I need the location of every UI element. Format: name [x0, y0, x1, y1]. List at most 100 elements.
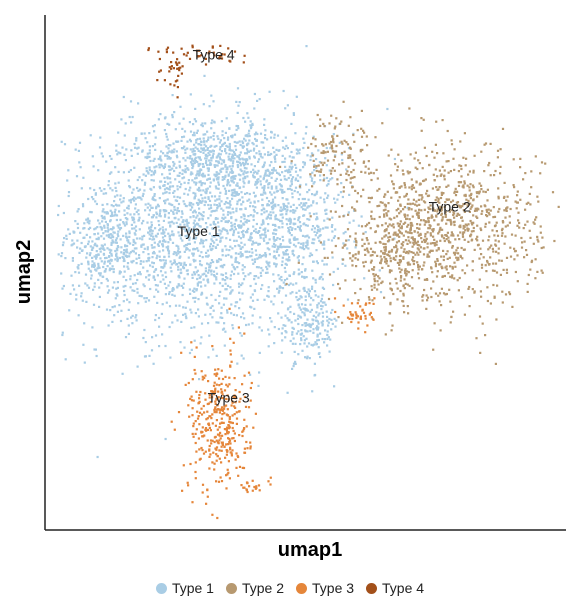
data-point: [208, 393, 211, 396]
data-point: [249, 447, 252, 450]
data-point: [305, 357, 309, 360]
data-point: [276, 245, 279, 248]
data-point: [84, 282, 87, 285]
data-point: [332, 133, 335, 136]
data-point: [115, 149, 118, 152]
data-point: [298, 226, 301, 229]
data-point: [253, 92, 256, 96]
data-point: [233, 140, 236, 144]
data-point: [447, 239, 450, 242]
data-point: [368, 298, 371, 301]
data-point: [251, 243, 254, 246]
data-point: [180, 72, 183, 75]
data-point: [255, 186, 258, 189]
data-point: [431, 187, 434, 190]
data-point: [390, 148, 393, 151]
data-point: [219, 316, 222, 319]
data-point: [437, 294, 440, 297]
data-point: [452, 234, 455, 237]
data-point: [292, 243, 296, 246]
data-point: [295, 291, 298, 294]
data-point: [165, 132, 168, 136]
data-point: [83, 222, 86, 225]
data-point: [217, 181, 220, 184]
data-point: [309, 173, 312, 176]
data-point: [258, 98, 261, 101]
data-point: [205, 190, 208, 193]
data-point: [214, 435, 217, 438]
data-point: [463, 313, 466, 316]
data-point: [310, 142, 313, 146]
data-point: [114, 186, 117, 189]
data-point: [156, 301, 159, 304]
data-point: [343, 139, 346, 142]
data-point: [437, 223, 440, 226]
data-point: [267, 223, 270, 226]
data-point: [337, 316, 340, 319]
data-point: [399, 231, 402, 234]
data-point: [254, 275, 258, 278]
data-point: [422, 253, 426, 256]
data-point: [455, 256, 458, 259]
data-point: [215, 374, 218, 377]
data-point: [57, 213, 60, 217]
data-point: [232, 313, 235, 316]
data-point: [285, 331, 288, 334]
data-point: [116, 310, 119, 313]
data-point: [177, 218, 180, 221]
data-point: [240, 241, 243, 244]
data-point: [513, 186, 516, 189]
data-point: [185, 248, 188, 251]
data-point: [146, 152, 149, 155]
data-point: [182, 200, 185, 203]
data-point: [321, 259, 324, 262]
data-point: [244, 250, 247, 253]
data-point: [310, 323, 313, 326]
data-point: [476, 216, 479, 219]
data-point: [367, 221, 371, 225]
data-point: [183, 223, 186, 226]
data-point: [134, 229, 138, 232]
cluster-label: Type 2: [429, 198, 471, 214]
data-point: [189, 173, 192, 176]
data-point: [307, 288, 310, 291]
data-point: [378, 269, 381, 272]
data-point: [396, 261, 399, 264]
data-point: [219, 240, 222, 243]
data-point: [395, 251, 398, 254]
data-point: [470, 206, 473, 209]
data-point: [220, 207, 223, 210]
data-point: [490, 244, 493, 247]
data-point: [200, 193, 203, 197]
data-point: [288, 165, 291, 168]
data-point: [335, 117, 338, 120]
data-point: [530, 186, 533, 189]
data-point: [430, 295, 433, 299]
data-point: [453, 212, 456, 215]
data-point: [186, 272, 189, 276]
data-point: [167, 241, 170, 244]
data-point: [316, 262, 319, 265]
data-point: [111, 241, 115, 244]
data-point: [119, 198, 122, 201]
data-point: [157, 205, 160, 208]
data-point: [408, 171, 412, 174]
data-point: [137, 146, 140, 149]
data-point: [503, 181, 506, 184]
data-point: [376, 288, 379, 291]
data-point: [196, 129, 199, 132]
data-point: [362, 261, 365, 264]
data-point: [102, 247, 105, 250]
data-point: [275, 263, 278, 266]
data-point: [296, 225, 300, 228]
data-point: [97, 238, 100, 241]
data-point: [249, 170, 252, 174]
data-point: [110, 252, 113, 255]
data-point: [266, 271, 269, 274]
data-point: [417, 265, 420, 269]
data-point: [141, 238, 144, 241]
data-point: [272, 167, 275, 170]
data-point: [404, 230, 408, 233]
data-point: [249, 120, 252, 123]
data-point: [206, 155, 209, 158]
